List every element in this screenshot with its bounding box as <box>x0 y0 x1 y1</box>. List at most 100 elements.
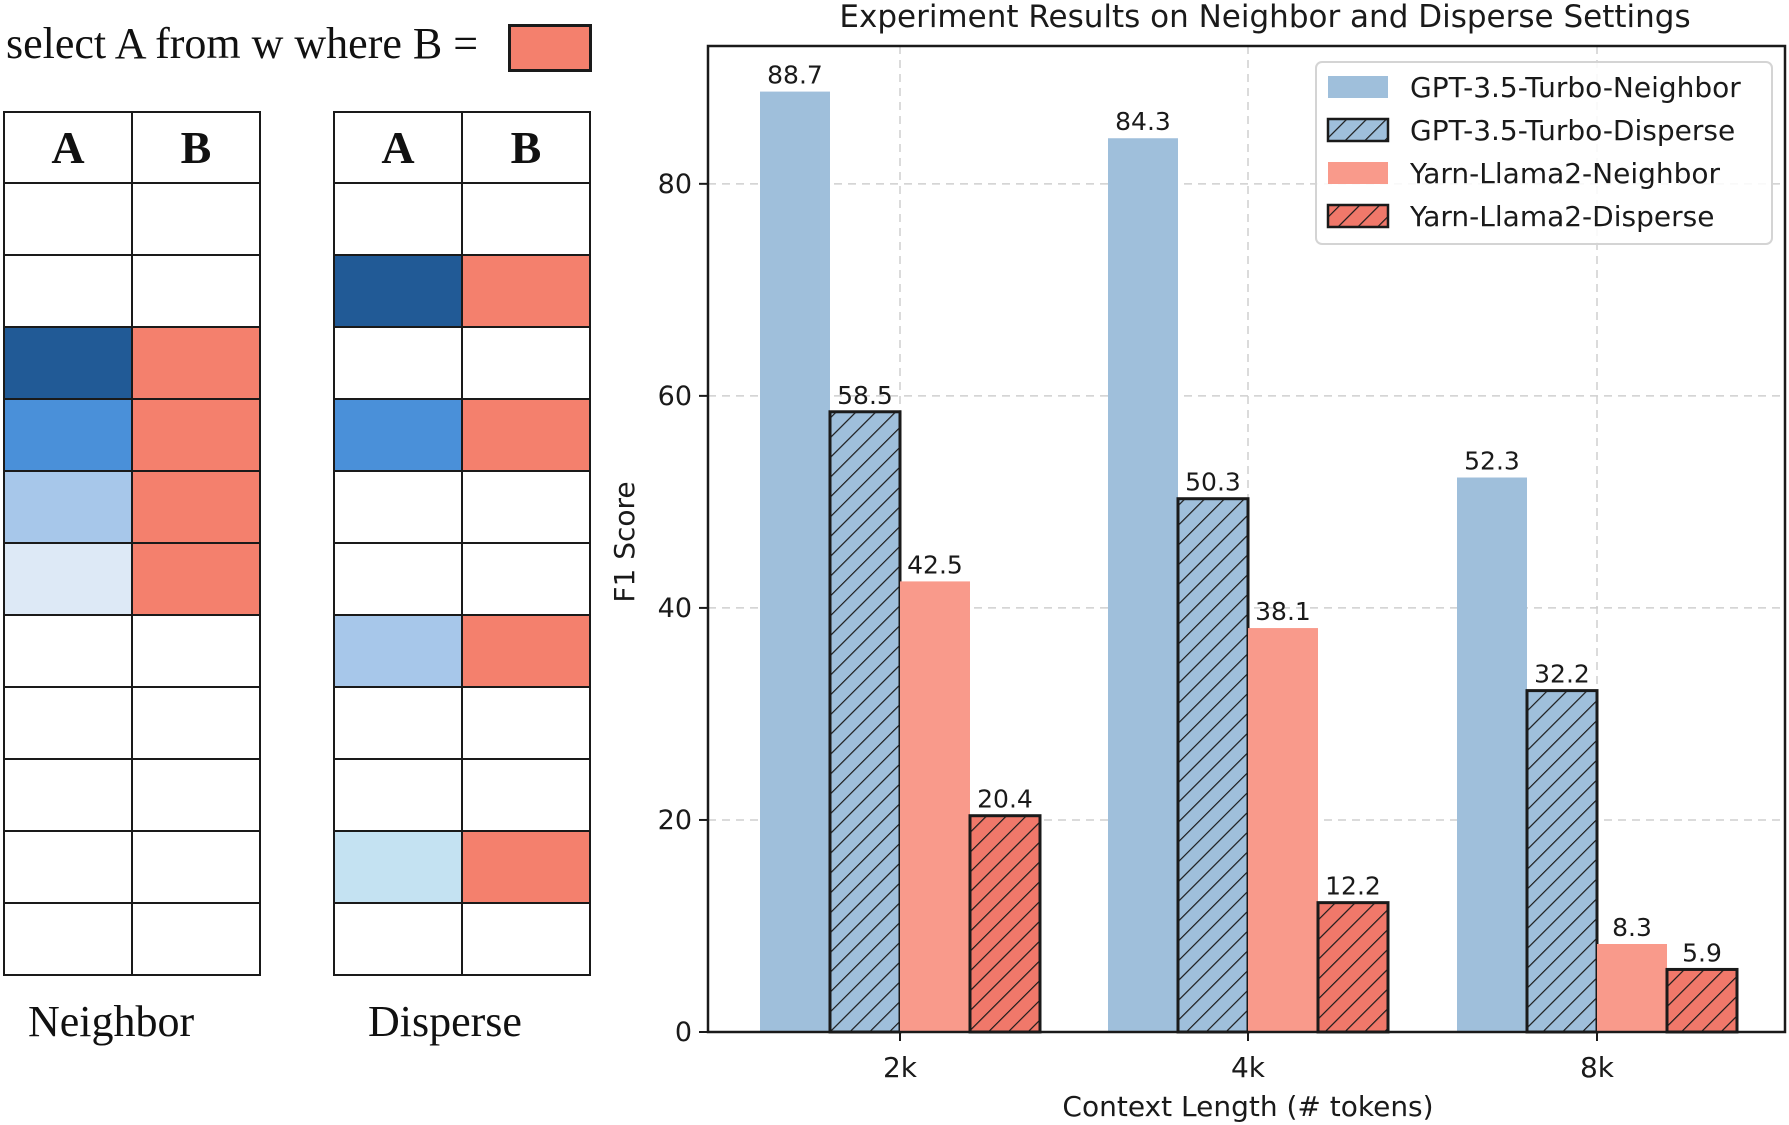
cell-a <box>3 470 133 544</box>
column-header-a: A <box>333 111 463 184</box>
cell-b <box>131 470 261 544</box>
cell-a <box>3 542 133 616</box>
x-tick-label: 8k <box>1580 1051 1615 1084</box>
table-row <box>3 398 261 472</box>
bar-value-label: 20.4 <box>977 785 1033 814</box>
table-row <box>3 182 261 256</box>
table-row <box>3 326 261 400</box>
bar-value-label: 52.3 <box>1464 447 1520 476</box>
table-row <box>333 254 591 328</box>
bar <box>1248 628 1318 1032</box>
cell-b <box>461 830 591 904</box>
cell-a <box>333 758 463 832</box>
cell-a <box>333 614 463 688</box>
cell-a <box>333 254 463 328</box>
legend-entry: GPT-3.5-Turbo-Neighbor <box>1410 71 1741 104</box>
cell-a <box>3 182 133 256</box>
cell-b <box>461 614 591 688</box>
table-row <box>333 542 591 616</box>
plot-frame <box>706 44 1787 1034</box>
cell-a <box>333 470 463 544</box>
cell-b <box>461 326 591 400</box>
bar <box>900 581 970 1032</box>
legend-entry: Yarn-Llama2-Disperse <box>1409 200 1714 233</box>
cell-a <box>333 398 463 472</box>
table-row <box>3 542 261 616</box>
bar-value-label: 8.3 <box>1612 913 1652 942</box>
table-row <box>333 902 591 976</box>
cell-b <box>131 398 261 472</box>
bar-value-label: 38.1 <box>1255 597 1311 626</box>
cell-a <box>3 326 133 400</box>
bar <box>968 814 1042 1034</box>
cell-b <box>461 254 591 328</box>
legend-entry: GPT-3.5-Turbo-Disperse <box>1410 114 1735 147</box>
cell-b <box>131 542 261 616</box>
cell-a <box>3 398 133 472</box>
cell-a <box>333 326 463 400</box>
cell-b <box>131 686 261 760</box>
table-row <box>333 830 591 904</box>
cell-a <box>333 182 463 256</box>
bar <box>1525 689 1599 1034</box>
bar-value-label: 5.9 <box>1682 938 1722 967</box>
bar-value-label: 12.2 <box>1325 872 1381 901</box>
x-tick-label: 4k <box>1231 1051 1266 1084</box>
bar-value-label: 42.5 <box>907 550 963 579</box>
column-header-a: A <box>3 111 133 184</box>
bar <box>1108 138 1178 1032</box>
table-row <box>333 470 591 544</box>
chart-title: Experiment Results on Neighbor and Dispe… <box>839 0 1690 35</box>
cell-a <box>3 830 133 904</box>
column-header-b: B <box>131 111 261 184</box>
cell-b <box>131 182 261 256</box>
table-row <box>333 614 591 688</box>
cell-a <box>3 902 133 976</box>
x-tick-label: 2k <box>883 1051 918 1084</box>
cell-a <box>333 542 463 616</box>
bar <box>1597 944 1667 1032</box>
bar-value-label: 84.3 <box>1115 107 1171 136</box>
cell-a <box>3 758 133 832</box>
table-row <box>3 686 261 760</box>
bar <box>760 91 830 1033</box>
y-tick-label: 40 <box>658 593 692 624</box>
table-row <box>3 254 261 328</box>
table-row <box>333 398 591 472</box>
legend: GPT-3.5-Turbo-Neighbor GPT-3.5-Turbo-Disp… <box>1315 61 1773 245</box>
bar-value-label: 32.2 <box>1534 660 1590 689</box>
legend-box <box>1315 61 1773 245</box>
cell-b <box>461 902 591 976</box>
table-row <box>3 830 261 904</box>
bar <box>828 410 902 1034</box>
bar-value-label: 88.7 <box>767 61 823 90</box>
table-row <box>3 614 261 688</box>
cell-b <box>461 542 591 616</box>
bar <box>1457 477 1527 1032</box>
cell-b <box>461 398 591 472</box>
bar-value-label: 50.3 <box>1185 468 1241 497</box>
table-row <box>3 758 261 832</box>
y-tick-label: 60 <box>658 381 692 412</box>
bar-value-label: 58.5 <box>837 381 893 410</box>
legend-swatch <box>1326 203 1390 229</box>
neighbor-caption: Neighbor <box>28 997 195 1046</box>
legend-swatch <box>1326 117 1390 143</box>
legend-entry: Yarn-Llama2-Neighbor <box>1409 157 1721 190</box>
cell-b <box>461 470 591 544</box>
cell-b <box>131 614 261 688</box>
bar <box>1665 967 1739 1034</box>
cell-a <box>333 902 463 976</box>
cell-b <box>461 686 591 760</box>
column-header-b: B <box>461 111 591 184</box>
cell-b <box>131 830 261 904</box>
bar <box>1316 901 1390 1034</box>
y-tick-label: 20 <box>658 805 692 836</box>
table-row <box>333 326 591 400</box>
cell-b <box>461 758 591 832</box>
cell-a <box>333 830 463 904</box>
table-row <box>333 686 591 760</box>
table-row <box>3 902 261 976</box>
neighbor-table: A B <box>3 111 261 976</box>
